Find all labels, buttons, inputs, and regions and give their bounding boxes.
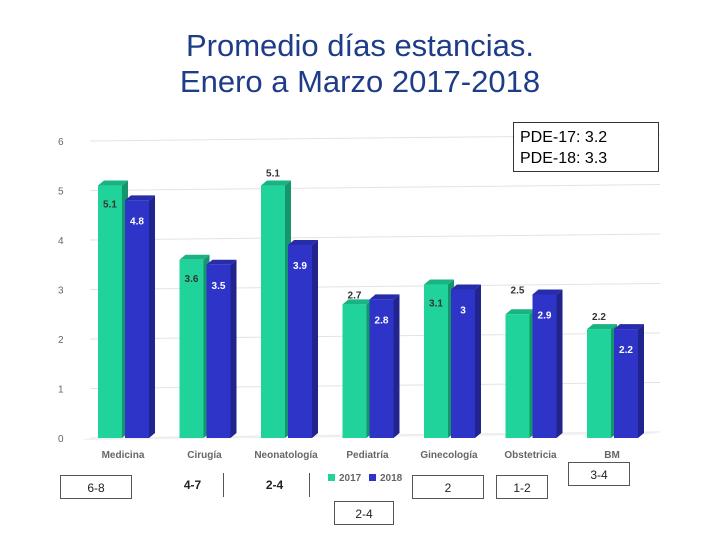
range-pediatria: 2-4 [334,501,394,525]
bar-2017-top [342,299,373,305]
bar-2018 [451,289,475,438]
range-medicina: 6-8 [60,475,132,499]
y-tick-label: 6 [58,137,64,148]
x-tick-label: Ginecología [420,450,478,461]
data-label-2017: 5.1 [103,200,117,211]
data-label-2018: 2.9 [538,310,552,321]
bar-2017 [587,329,611,438]
range-bm: 3-4 [568,462,630,486]
legend-swatch-2017 [328,474,335,481]
range-neonatologia: 2-4 [240,473,310,497]
bar-2018-side [393,294,400,438]
data-label-2018: 4.8 [130,216,144,227]
x-tick-label: Pediatría [346,450,389,461]
range-ginecologia: 2 [412,475,484,499]
bar-2018-side [475,284,481,438]
bar-2017 [342,304,367,438]
legend-label-2018: 2018 [380,473,403,484]
data-label-2018: 3 [460,306,466,317]
pde-2017: PDE-17: 3.2 [520,129,608,146]
data-label-2017: 2.2 [592,312,606,323]
pde-2018: PDE-18: 3.3 [520,150,608,167]
data-label-2018: 3.5 [212,281,226,292]
bar-2017-top [261,180,291,186]
bar-2018-top [614,324,644,330]
pde-summary-box: PDE-17: 3.2 PDE-18: 3.3 [513,122,659,172]
y-tick-label: 1 [58,385,64,396]
x-tick-label: Cirugía [187,450,222,461]
data-label-2017: 5.1 [266,169,280,180]
bar-2017-top [98,180,128,186]
bar-2018-top [451,284,481,290]
x-tick-label: Obstetricia [504,450,557,461]
bar-2018-side [556,289,563,438]
bar-2017 [179,259,204,438]
bar-2018 [614,329,638,438]
bar-2018 [125,200,149,438]
bar-2018-top [532,289,563,295]
range-cirugia: 4-7 [162,473,224,497]
y-tick-label: 5 [58,187,64,198]
data-label-2018: 3.9 [293,261,307,272]
bar-2017-top [505,309,536,315]
bar-2018-top [369,294,400,300]
bar-2017 [261,185,285,438]
bar-2017-top [424,279,454,285]
bar-2017 [98,185,122,438]
data-label-2017: 3.6 [185,274,199,285]
y-tick-label: 2 [58,335,64,346]
bar-2018-side [638,324,644,438]
bar-2018 [288,244,312,438]
data-label-2017: 2.5 [511,285,525,296]
bar-2018-top [125,195,155,201]
bar-2018-side [312,239,318,438]
bar-2017 [424,284,448,438]
bar-2018 [532,294,557,438]
data-label-2017: 3.1 [429,299,443,310]
gridline [89,233,661,241]
bar-2018-top [206,259,237,265]
y-tick-label: 4 [58,236,64,247]
chart-title: Promedio días estancias. Enero a Marzo 2… [0,28,720,100]
data-label-2018: 2.2 [619,345,633,356]
bar-2017 [505,314,530,438]
bar-2017-top [179,254,210,260]
bar-2017-top [587,324,617,330]
legend-label-2017: 2017 [339,473,362,484]
range-obstetricia: 1-2 [496,475,548,499]
bar-2018 [369,299,394,438]
x-tick-label: Medicina [102,450,145,461]
y-tick-label: 0 [58,434,64,445]
title-line-1: Promedio días estancias. [185,28,535,63]
bar-2018 [206,264,231,438]
bar-2018-side [149,195,155,438]
title-line-2: Enero a Marzo 2017-2018 [179,64,541,99]
bar-2018-top [288,239,318,245]
x-tick-label: Neonatología [254,450,318,461]
gridline [89,283,661,290]
y-tick-label: 3 [58,286,64,297]
bar-2018-side [230,259,237,438]
legend-swatch-2018 [369,474,376,481]
data-label-2018: 2.8 [375,315,389,326]
data-label-2017: 2.7 [348,290,362,301]
gridline [89,184,661,191]
x-tick-label: BM [604,450,620,461]
